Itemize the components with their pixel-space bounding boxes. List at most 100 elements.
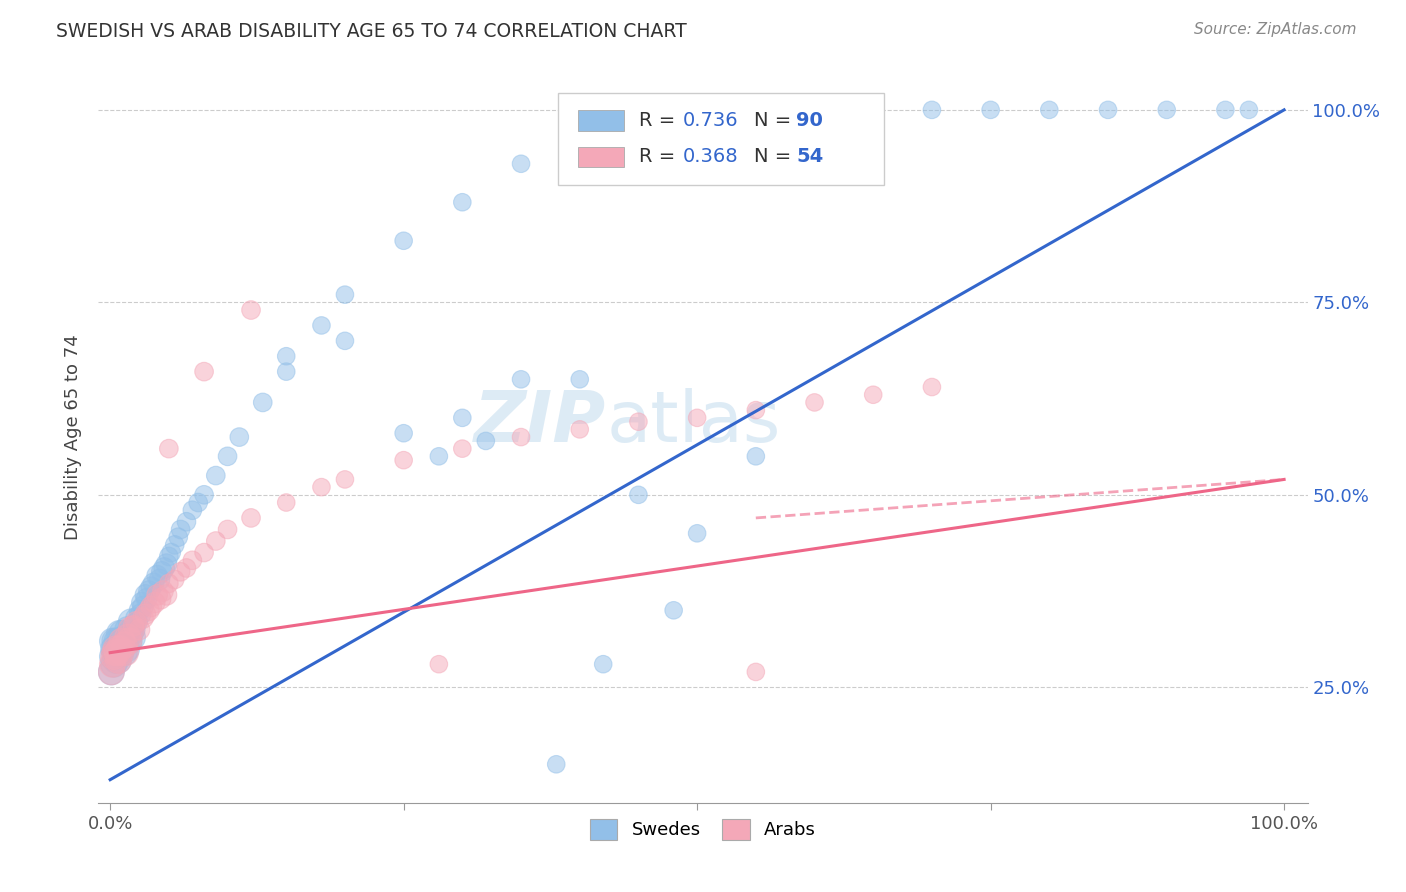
Point (150, 565, 173, 579)
Point (745, 103, 768, 117)
Point (157, 549, 180, 564)
Text: SWEDISH VS ARAB DISABILITY AGE 65 TO 74 CORRELATION CHART: SWEDISH VS ARAB DISABILITY AGE 65 TO 74 … (56, 22, 688, 41)
Point (105, 646, 128, 660)
Point (134, 607, 156, 622)
Point (122, 618, 145, 632)
Point (803, 395, 825, 409)
Text: ZIP: ZIP (474, 388, 606, 457)
Point (120, 626, 142, 640)
Point (193, 488, 215, 502)
Point (745, 450, 768, 464)
Point (104, 646, 127, 660)
Point (112, 634, 135, 648)
Point (1097, 103, 1119, 117)
Point (1237, 103, 1260, 117)
Point (118, 634, 141, 648)
Point (217, 450, 239, 464)
Text: R =: R = (638, 111, 682, 130)
FancyBboxPatch shape (578, 146, 624, 167)
Point (276, 349, 298, 363)
Point (193, 545, 215, 559)
Point (110, 646, 132, 660)
Point (105, 634, 128, 648)
Point (114, 646, 136, 660)
Point (148, 573, 170, 587)
Point (392, 234, 415, 248)
Point (131, 596, 153, 610)
Point (107, 653, 129, 667)
Point (111, 638, 134, 652)
Point (176, 515, 198, 529)
Point (155, 557, 177, 571)
Point (149, 591, 172, 606)
Point (146, 568, 169, 582)
Point (122, 618, 145, 632)
FancyBboxPatch shape (578, 110, 624, 130)
Point (143, 596, 166, 610)
Point (333, 334, 356, 348)
Point (862, 103, 884, 117)
Point (103, 657, 125, 672)
Point (107, 653, 129, 667)
Point (157, 442, 180, 456)
Point (128, 603, 150, 617)
Point (392, 453, 415, 467)
Point (451, 410, 474, 425)
Point (108, 641, 131, 656)
Point (125, 611, 148, 625)
Legend: Swedes, Arabs: Swedes, Arabs (581, 810, 825, 848)
Point (333, 287, 356, 301)
Point (686, 410, 709, 425)
Point (187, 495, 209, 509)
Point (427, 450, 450, 464)
Point (276, 495, 298, 509)
Point (568, 422, 591, 436)
Point (217, 523, 239, 537)
Point (124, 623, 146, 637)
Point (252, 395, 274, 409)
Point (228, 430, 250, 444)
Point (276, 365, 298, 379)
Point (146, 588, 169, 602)
Point (451, 195, 474, 210)
Point (980, 103, 1002, 117)
Point (101, 634, 124, 648)
Point (311, 480, 333, 494)
Text: 0.368: 0.368 (682, 147, 738, 167)
Point (510, 157, 533, 171)
Point (120, 623, 142, 637)
Point (451, 442, 474, 456)
Point (546, 757, 568, 772)
Point (117, 623, 139, 637)
Point (128, 623, 150, 637)
Point (153, 561, 176, 575)
Point (103, 641, 125, 656)
Point (568, 372, 591, 386)
Point (141, 580, 163, 594)
Point (1156, 103, 1178, 117)
Point (627, 488, 650, 502)
Text: N =: N = (754, 111, 797, 130)
Point (112, 646, 135, 660)
Point (1038, 103, 1060, 117)
Point (427, 657, 450, 672)
Point (862, 388, 884, 402)
Text: Source: ZipAtlas.com: Source: ZipAtlas.com (1194, 22, 1357, 37)
Point (686, 526, 709, 541)
Point (125, 615, 148, 629)
Point (134, 588, 156, 602)
Point (117, 630, 139, 644)
Point (627, 103, 650, 117)
Point (181, 503, 204, 517)
Point (163, 573, 186, 587)
Point (101, 657, 124, 672)
Point (510, 430, 533, 444)
Point (921, 380, 943, 394)
Point (803, 103, 825, 117)
Point (627, 415, 650, 429)
Point (103, 649, 125, 664)
Point (193, 365, 215, 379)
Text: 0.736: 0.736 (682, 111, 738, 130)
Point (105, 653, 128, 667)
Point (118, 634, 141, 648)
